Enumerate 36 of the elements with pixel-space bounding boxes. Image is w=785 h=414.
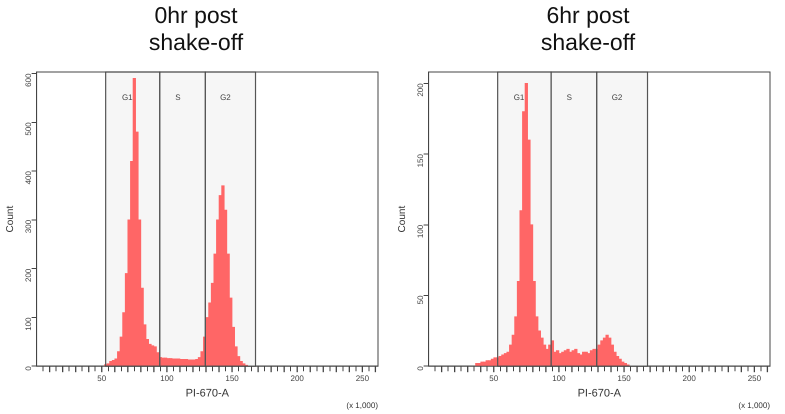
- x-tick-label: 200: [290, 374, 304, 384]
- x-tick-label: 250: [356, 374, 370, 384]
- x-tick-label: 100: [160, 374, 174, 384]
- y-tick-label: 100: [416, 224, 425, 238]
- text: (x 1,000): [738, 401, 770, 410]
- x-tick-label: 200: [682, 374, 696, 384]
- y-tick-label: 200: [416, 82, 425, 97]
- y-tick-label: 500: [24, 122, 33, 136]
- y-tick-label: 150: [416, 153, 425, 168]
- x-tick-label: 100: [552, 374, 566, 384]
- band-label: S: [175, 93, 181, 102]
- x-tick-label: 50: [97, 374, 107, 384]
- band-label: S: [566, 93, 572, 102]
- y-axis-title: Count: [4, 206, 16, 232]
- y-tick-label: 50: [416, 294, 425, 304]
- band-label: G2: [612, 93, 623, 102]
- y-tick-label: 300: [24, 219, 33, 234]
- y-axis-title: Count: [396, 206, 408, 232]
- chart-title: 0hr post shake-off: [148, 2, 244, 56]
- y-tick-label: 0: [24, 366, 33, 371]
- x-axis-title: PI-670-A: [186, 387, 230, 400]
- text: (x 1,000): [346, 401, 378, 410]
- y-tick-label: 600: [24, 72, 33, 87]
- band-label: G2: [220, 93, 232, 102]
- x-tick-label: 50: [489, 374, 499, 384]
- band-label: G1: [122, 93, 134, 102]
- y-tick-label: 400: [24, 170, 33, 184]
- band-label: G1: [514, 93, 525, 102]
- y-tick-label: 200: [24, 268, 33, 282]
- y-tick-label: 100: [24, 316, 33, 331]
- y-tick-label: 0: [416, 366, 425, 371]
- x-tick-label: 150: [225, 374, 240, 384]
- chart-title: 6hr post shake-off: [540, 2, 636, 56]
- x-axis-title: PI-670-A: [578, 387, 622, 400]
- x-tick-label: 250: [748, 374, 762, 384]
- x-tick-label: 150: [617, 374, 632, 384]
